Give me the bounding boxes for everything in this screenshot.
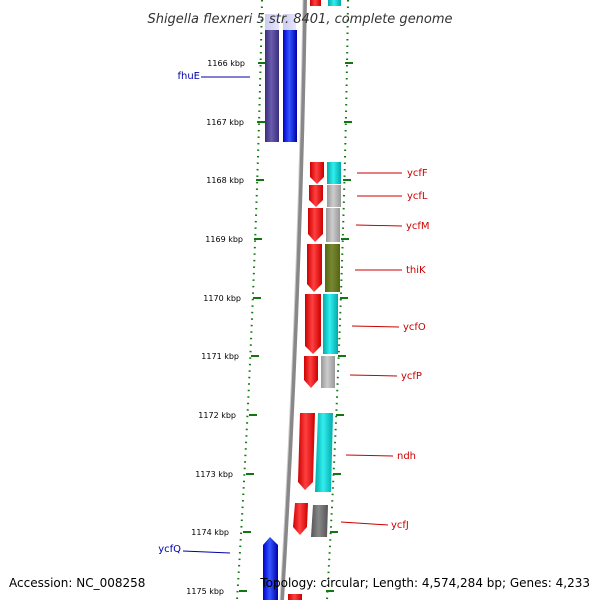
scale-labels: 1166 kbp 1167 kbp 1168 kbp 1169 kbp 1170… [186,59,245,596]
ycfL-cog-block[interactable] [327,185,341,207]
scale-label: 1170 kbp [203,294,241,303]
scale-label: 1168 kbp [206,176,244,185]
ycfF-gene-arrow[interactable] [310,162,324,184]
gene-label-ycfL[interactable]: ycfL [407,191,428,202]
ycfP-gene-arrow[interactable] [304,356,318,388]
thiK-gene-arrow[interactable] [307,244,322,292]
accession-text: Accession: NC_008258 [9,576,145,590]
forward-gene-arrow-top-blue[interactable] [283,14,296,30]
scale-label: 1172 kbp [198,411,236,420]
fhuE-gene-block[interactable] [283,30,297,142]
ycfJ-gene-arrow[interactable] [293,503,308,535]
scale-label: 1173 kbp [195,470,233,479]
genome-backbone [280,0,307,600]
map-title: Shigella flexneri 5 str. 8401, complete … [147,12,452,27]
ycfM-gene-arrow[interactable] [308,208,323,242]
gene-label-ndh[interactable]: ndh [397,451,416,462]
partial-red-top[interactable] [310,0,321,6]
ycfP-cog-block[interactable] [321,356,335,388]
ycfJ-cog-block[interactable] [311,505,328,537]
reverse-strand-features [288,0,341,600]
gene-label-ycfF[interactable]: ycfF [407,168,428,179]
major-ticks [239,62,353,592]
forward-gene-arrow-top[interactable] [265,14,279,30]
thiK-cog-block[interactable] [325,244,340,292]
scale-label: 1166 kbp [207,59,245,68]
gene-label-ycfQ[interactable]: ycfQ [158,544,181,555]
scale-label: 1174 kbp [191,528,229,537]
ycfQ-gene-arrow[interactable] [263,537,278,600]
gene-label-ycfJ[interactable]: ycfJ [391,520,409,531]
gene-label-fhuE[interactable]: fhuE [177,71,200,82]
partial-cyan-top[interactable] [328,0,341,6]
ycfL-gene-arrow[interactable] [309,185,323,207]
fhuE-cog-block[interactable] [265,30,279,142]
gene-label-ycfM[interactable]: ycfM [406,221,430,232]
scale-label: 1175 kbp [186,587,224,596]
scale-label: 1169 kbp [205,235,243,244]
gene-label-ycfO[interactable]: ycfO [403,322,426,333]
ycfF-cog-block[interactable] [327,162,341,184]
genome-backbone-highlight [279,0,304,600]
ndh-cog-block[interactable] [315,413,333,492]
gene-labels: fhuE ycfQ ycfF ycfL ycfM thiK ycfO ycfP … [158,71,429,555]
left-tick-track [236,0,263,600]
partial-red-bottom[interactable] [288,594,302,600]
forward-strand-features [263,14,297,600]
scale-label: 1167 kbp [206,118,244,127]
ndh-gene-arrow[interactable] [298,413,315,490]
ycfO-gene-arrow[interactable] [305,294,321,354]
right-tick-track [326,0,349,600]
gene-label-ycfP[interactable]: ycfP [401,371,422,382]
topology-summary: Topology: circular; Length: 4,574,284 bp… [259,576,590,590]
gene-label-thiK[interactable]: thiK [406,265,426,276]
label-leaders [182,76,403,554]
scale-label: 1171 kbp [201,352,239,361]
ycfO-cog-block[interactable] [323,294,338,354]
ycfM-cog-block[interactable] [326,208,340,242]
